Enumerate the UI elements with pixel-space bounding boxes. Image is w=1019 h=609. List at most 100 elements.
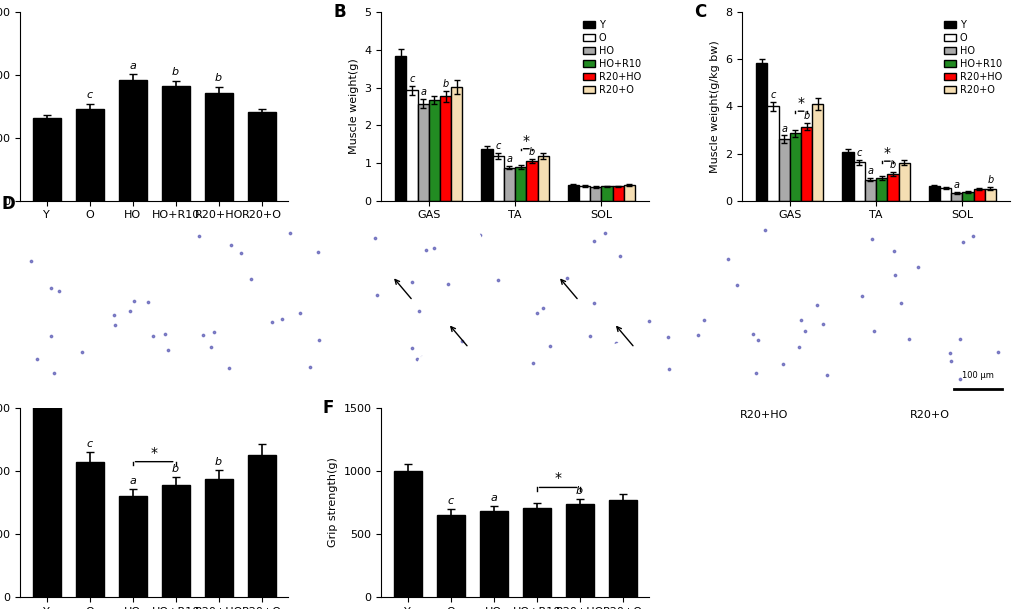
Bar	[755, 63, 766, 201]
Point	[774, 359, 791, 369]
Text: R20+HO: R20+HO	[739, 410, 788, 420]
Ellipse shape	[418, 353, 448, 373]
Text: b: b	[576, 485, 583, 496]
Bar	[972, 189, 983, 201]
Point	[311, 336, 327, 345]
Bar	[811, 104, 822, 201]
Text: a: a	[866, 166, 872, 176]
Text: 100 μm: 100 μm	[961, 371, 993, 380]
Y-axis label: Muscle weight(g/kg bw): Muscle weight(g/kg bw)	[709, 40, 719, 173]
Point	[459, 242, 475, 252]
Point	[281, 228, 298, 238]
Text: B: B	[333, 3, 345, 21]
Bar	[566, 504, 593, 597]
Bar	[601, 186, 612, 201]
Point	[954, 237, 970, 247]
Point	[489, 275, 505, 284]
Text: b: b	[172, 67, 179, 77]
Text: b: b	[172, 463, 179, 474]
Text: c: c	[856, 147, 861, 158]
Bar	[33, 396, 60, 597]
Point	[220, 364, 236, 373]
Bar	[75, 462, 104, 597]
Point	[792, 315, 808, 325]
Point	[729, 280, 745, 290]
Point	[989, 347, 1006, 357]
Point	[696, 315, 712, 325]
Ellipse shape	[554, 344, 585, 368]
Point	[719, 254, 736, 264]
Point	[222, 240, 238, 250]
Bar	[950, 193, 961, 201]
Text: R20+O: R20+O	[909, 410, 949, 420]
Text: *: *	[151, 446, 158, 460]
Bar	[481, 149, 492, 201]
Text: O: O	[262, 410, 270, 420]
Point	[203, 342, 219, 351]
Bar	[938, 188, 950, 201]
Point	[157, 329, 173, 339]
Text: b: b	[215, 457, 222, 467]
Text: a: a	[490, 493, 496, 502]
Point	[74, 347, 91, 357]
Point	[191, 231, 207, 241]
Point	[291, 308, 308, 317]
Point	[205, 328, 221, 337]
Text: c: c	[87, 90, 93, 100]
Bar	[515, 167, 526, 201]
Point	[411, 306, 427, 315]
Text: c: c	[409, 74, 415, 84]
Text: C: C	[694, 3, 706, 21]
Bar	[436, 515, 464, 597]
Point	[46, 368, 62, 378]
Bar	[928, 186, 938, 201]
Ellipse shape	[622, 324, 648, 351]
Y-axis label: Grip strength(g): Grip strength(g)	[328, 457, 337, 547]
Ellipse shape	[384, 344, 407, 370]
Point	[404, 343, 420, 353]
Point	[814, 319, 830, 329]
Point	[23, 256, 40, 266]
Bar	[417, 104, 428, 201]
Bar	[624, 185, 635, 201]
Point	[243, 274, 259, 284]
Bar	[248, 111, 275, 201]
Point	[607, 339, 624, 348]
Ellipse shape	[624, 295, 644, 327]
Text: Y: Y	[97, 410, 104, 420]
Bar	[579, 186, 590, 201]
Text: b: b	[803, 111, 809, 121]
Point	[413, 353, 429, 362]
Text: b: b	[986, 175, 993, 186]
Bar	[842, 152, 853, 201]
Bar	[75, 109, 104, 201]
Bar	[205, 479, 232, 597]
Bar	[853, 163, 864, 201]
Bar	[406, 90, 417, 201]
Bar	[439, 96, 450, 201]
Text: HO: HO	[423, 410, 440, 420]
Bar	[568, 185, 579, 201]
Point	[43, 331, 59, 341]
Text: a: a	[420, 88, 426, 97]
Point	[586, 298, 602, 308]
Point	[472, 231, 488, 241]
Bar	[612, 186, 624, 201]
Bar	[33, 118, 60, 201]
Text: b: b	[889, 160, 895, 170]
Text: b: b	[215, 73, 222, 83]
Point	[808, 300, 824, 310]
Point	[853, 292, 869, 301]
Point	[439, 279, 455, 289]
Bar	[537, 157, 548, 201]
Text: HO+R10: HO+R10	[574, 410, 622, 420]
Point	[122, 306, 139, 316]
Bar	[394, 55, 406, 201]
Point	[534, 303, 550, 312]
Text: a: a	[129, 61, 136, 71]
Bar	[590, 187, 601, 201]
Point	[756, 225, 772, 235]
Point	[951, 375, 967, 384]
Legend: Y, O, HO, HO+R10, R20+HO, R20+O: Y, O, HO, HO+R10, R20+HO, R20+O	[941, 17, 1004, 97]
Bar	[875, 178, 887, 201]
